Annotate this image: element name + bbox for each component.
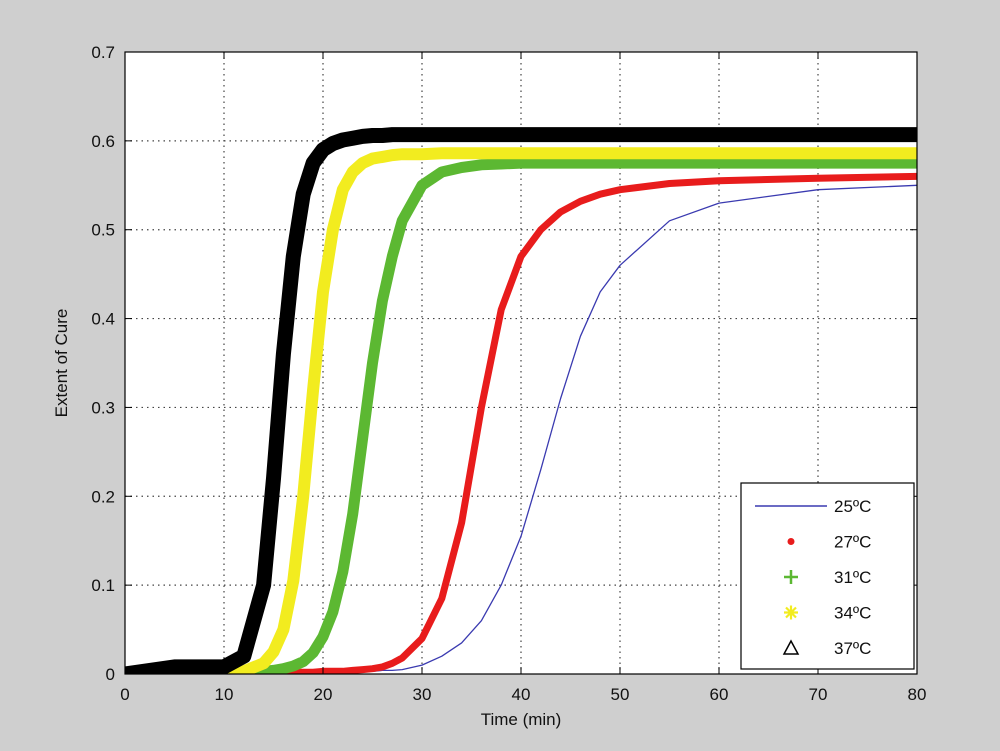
legend-label: 27ºC (834, 533, 871, 552)
series-line-37c (125, 127, 917, 674)
x-tick-label: 0 (120, 685, 129, 704)
legend-dot-symbol (787, 538, 795, 545)
legend-label: 34ºC (834, 604, 871, 623)
x-tick-label: 80 (908, 685, 927, 704)
legend-item: 27ºC (787, 533, 871, 552)
y-tick-label: 0.5 (91, 221, 115, 240)
x-axis-label: Time (min) (481, 710, 562, 729)
y-axis-label: Extent of Cure (52, 309, 71, 418)
legend-label: 37ºC (834, 639, 871, 658)
legend-item: 34ºC (784, 604, 871, 623)
legend-item: 37ºC (782, 639, 871, 658)
legend: 25ºC 27ºC 31ºC 34ºC 37ºC (740, 482, 915, 670)
x-tick-label: 10 (215, 685, 234, 704)
series-layer (125, 127, 917, 674)
axis-ticks: 0 10 20 30 40 50 60 70 80 0 0.1 0.2 0.3 0.4 0.5 0.6 0.7 (91, 43, 926, 704)
x-tick-label: 40 (512, 685, 531, 704)
legend-box (740, 482, 915, 670)
x-tick-label: 70 (809, 685, 828, 704)
x-tick-label: 20 (314, 685, 333, 704)
legend-star-symbol (784, 605, 798, 620)
x-tick-label: 50 (611, 685, 630, 704)
y-tick-label: 0.2 (91, 487, 115, 506)
series-line-34c (125, 147, 917, 674)
x-tick-label: 30 (413, 685, 432, 704)
y-tick-label: 0.1 (91, 576, 115, 595)
y-tick-label: 0.3 (91, 398, 115, 417)
series-line-31c (125, 157, 917, 674)
legend-label: 25ºC (834, 497, 871, 516)
y-tick-label: 0.7 (91, 43, 115, 62)
y-tick-label: 0.4 (91, 310, 115, 329)
legend-triangle-symbol (782, 639, 800, 655)
legend-item: 25ºC (755, 497, 871, 516)
legend-plus-symbol (784, 570, 798, 584)
x-tick-label: 60 (710, 685, 729, 704)
legend-label: 31ºC (834, 568, 871, 587)
y-tick-label: 0 (106, 665, 115, 684)
y-tick-label: 0.6 (91, 132, 115, 151)
legend-item: 31ºC (784, 568, 871, 587)
series-line-25c (125, 184, 917, 674)
